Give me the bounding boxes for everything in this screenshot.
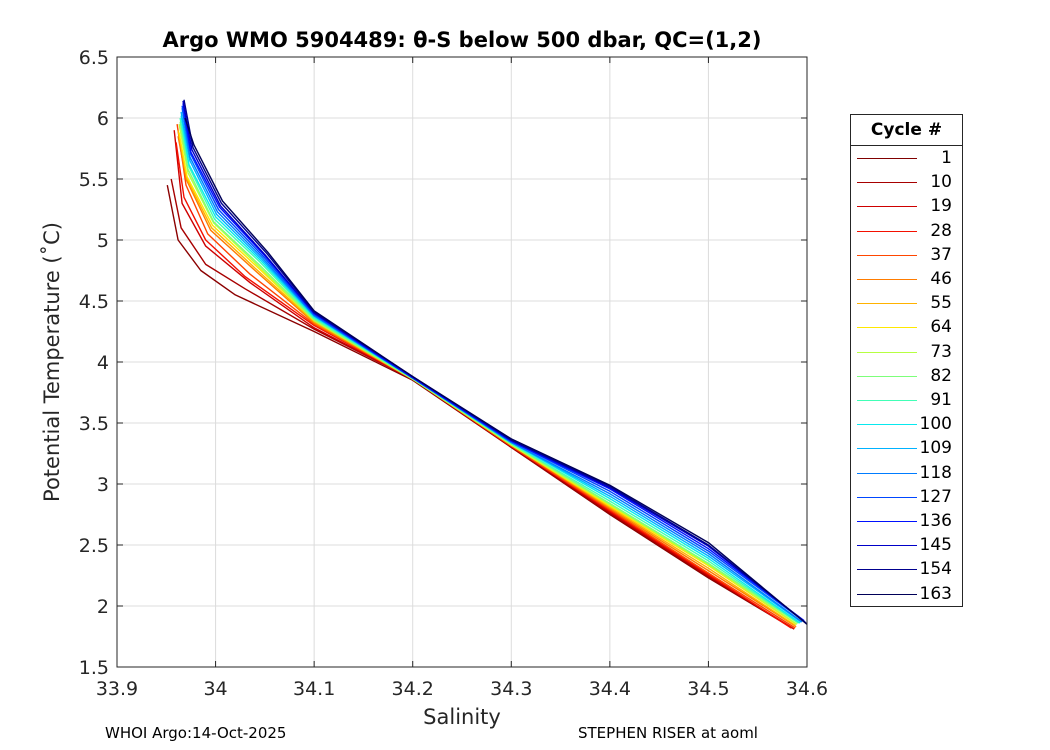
- x-tick-label: 34: [203, 678, 227, 700]
- legend-label: 55: [930, 293, 952, 314]
- legend-swatch: [857, 351, 917, 353]
- legend-title: Cycle #: [851, 115, 962, 146]
- chart-title: Argo WMO 5904489: θ-S below 500 dbar, QC…: [163, 28, 762, 52]
- legend-swatch: [857, 206, 917, 208]
- legend-item: 136: [851, 510, 962, 534]
- series-layer: [166, 99, 808, 630]
- legend-label: 10: [930, 172, 952, 193]
- legend-swatch: [857, 303, 917, 305]
- legend-item: 64: [851, 316, 962, 340]
- y-tick-label: 4.5: [79, 291, 109, 313]
- y-tick-label: 5.5: [79, 169, 109, 191]
- y-tick-label: 1.5: [79, 657, 109, 679]
- legend-label: 19: [930, 196, 952, 217]
- legend-item: 28: [851, 220, 962, 244]
- legend-swatch: [857, 158, 917, 159]
- legend: Cycle # 1 10 19 28 37 46 55 64 73 82 91 100 109 118 12…: [850, 114, 963, 607]
- series-line-cycle-1: [166, 184, 793, 629]
- series-line-cycle-19: [173, 130, 795, 630]
- y-tick-label: 4: [97, 352, 109, 374]
- legend-label: 136: [919, 511, 952, 531]
- legend-label: 127: [919, 486, 952, 507]
- legend-swatch: [857, 569, 917, 571]
- legend-swatch: [857, 424, 917, 426]
- legend-swatch: [857, 521, 917, 522]
- legend-item: 19: [851, 195, 962, 219]
- y-tick-label: 6.5: [79, 47, 109, 69]
- series-line-cycle-163: [184, 117, 808, 625]
- legend-item: 118: [851, 462, 962, 486]
- legend-item: 1: [851, 147, 962, 171]
- legend-item: 10: [851, 171, 962, 195]
- legend-swatch: [857, 448, 917, 450]
- legend-item: 82: [851, 365, 962, 389]
- legend-item: 127: [851, 486, 962, 510]
- legend-swatch: [857, 375, 917, 377]
- legend-swatch: [857, 400, 917, 401]
- legend-label: 145: [919, 535, 952, 556]
- legend-swatch: [857, 593, 917, 595]
- legend-label: 163: [919, 583, 952, 604]
- y-tick-label: 2: [97, 596, 109, 618]
- legend-item: 145: [851, 534, 962, 558]
- footer-operator: STEPHEN RISER at aoml: [578, 724, 758, 742]
- legend-swatch: [857, 230, 917, 232]
- legend-item: 91: [851, 389, 962, 413]
- y-tick-label: 3: [97, 474, 109, 496]
- legend-swatch: [857, 496, 917, 498]
- legend-label: 37: [930, 244, 952, 265]
- legend-label: 82: [930, 365, 952, 386]
- legend-label: 91: [930, 390, 952, 410]
- legend-item: 37: [851, 244, 962, 268]
- x-tick-label: 34.3: [490, 678, 532, 700]
- x-tick-label: 34.2: [392, 678, 434, 700]
- legend-item: 55: [851, 292, 962, 316]
- legend-item: 73: [851, 341, 962, 365]
- legend-label: 1: [941, 148, 952, 168]
- legend-item: 109: [851, 437, 962, 461]
- legend-label: 64: [930, 317, 952, 338]
- x-tick-label: 34.1: [293, 678, 335, 700]
- y-tick-label: 6: [97, 108, 109, 130]
- legend-swatch: [857, 254, 917, 256]
- legend-swatch: [857, 545, 917, 547]
- y-axis-label: Potential Temperature (˚C): [40, 222, 64, 502]
- legend-swatch: [857, 472, 917, 474]
- legend-swatch: [857, 327, 917, 329]
- legend-label: 154: [919, 559, 952, 580]
- legend-item: 46: [851, 268, 962, 292]
- axis-ticks: 33.9 34 34.1 34.2 34.3 34.4 34.5 34.6 1.5 2 2.5 3 3.…: [79, 47, 828, 700]
- x-tick-label: 34.5: [687, 678, 729, 700]
- legend-label: 109: [919, 438, 952, 459]
- legend-swatch: [857, 182, 917, 184]
- legend-label: 118: [919, 462, 952, 483]
- x-tick-label: 34.4: [589, 678, 631, 700]
- legend-label: 46: [930, 269, 952, 289]
- legend-item: 163: [851, 583, 962, 607]
- x-tick-label: 33.9: [96, 678, 138, 700]
- x-tick-label: 34.6: [786, 678, 828, 700]
- legend-label: 73: [930, 341, 952, 362]
- x-axis-label: Salinity: [423, 705, 501, 729]
- footer-credit: WHOI Argo:14-Oct-2025: [105, 724, 287, 742]
- legend-swatch: [857, 279, 917, 280]
- legend-item: 100: [851, 413, 962, 437]
- legend-item: 154: [851, 558, 962, 582]
- legend-label: 28: [930, 220, 952, 241]
- y-tick-label: 5: [97, 230, 109, 252]
- y-tick-label: 2.5: [79, 535, 109, 557]
- legend-label: 100: [919, 414, 952, 435]
- y-tick-label: 3.5: [79, 413, 109, 435]
- series-line-cycle-82: [179, 121, 799, 624]
